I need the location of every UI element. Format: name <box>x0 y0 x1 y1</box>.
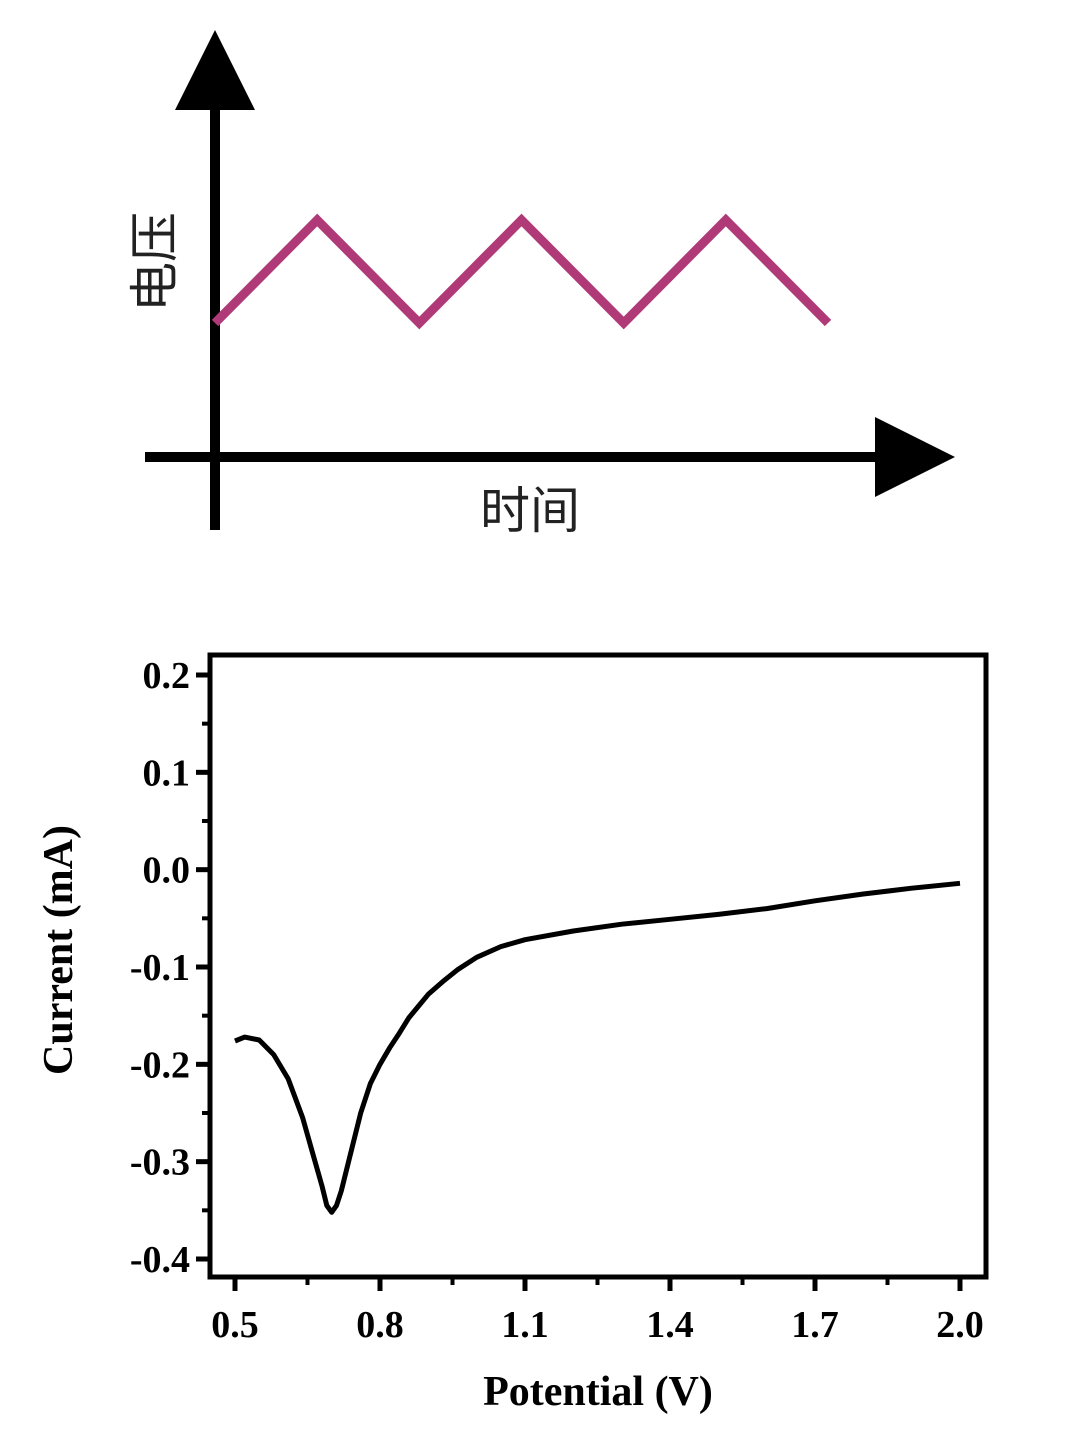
triangle-wave-line <box>211 213 832 330</box>
x-tick-label: 1.4 <box>646 1304 694 1346</box>
x-axis-title: Potential (V) <box>483 1369 713 1415</box>
y-tick-label: -0.2 <box>130 1044 190 1086</box>
y-tick-label: 0.1 <box>143 752 191 794</box>
x-tick-label: 1.1 <box>501 1304 549 1346</box>
x-tick-label: 0.8 <box>356 1304 404 1346</box>
plot-frame <box>207 652 989 1280</box>
y-tick-label: -0.3 <box>130 1142 190 1184</box>
tick-labels: 0.5 0.8 1.1 1.4 1.7 2.0 0.2 0.1 0.0 -0.1 -0.2 -0.3 -… <box>130 655 984 1346</box>
x-tick-label: 2.0 <box>936 1304 984 1346</box>
y-tick-label: -0.4 <box>130 1239 190 1281</box>
x-tick-label: 0.5 <box>211 1304 259 1346</box>
y-axis-title: 电压 <box>126 212 184 312</box>
x-axis-title: 时间 <box>480 482 580 540</box>
y-tick-label: -0.1 <box>130 947 190 989</box>
current-curve <box>234 880 961 1215</box>
current-potential-chart: 0.5 0.8 1.1 1.4 1.7 2.0 0.2 0.1 0.0 -0.1 -0.2 -0.3 -… <box>36 652 989 1415</box>
y-axis-title: Current (mA) <box>36 825 82 1075</box>
x-tick-label: 1.7 <box>791 1304 839 1346</box>
y-tick-label: 0.2 <box>143 655 191 697</box>
y-tick-label: 0.0 <box>143 850 191 892</box>
voltage-time-schematic: 电压 时间 <box>126 30 955 540</box>
tick-marks <box>196 672 963 1291</box>
